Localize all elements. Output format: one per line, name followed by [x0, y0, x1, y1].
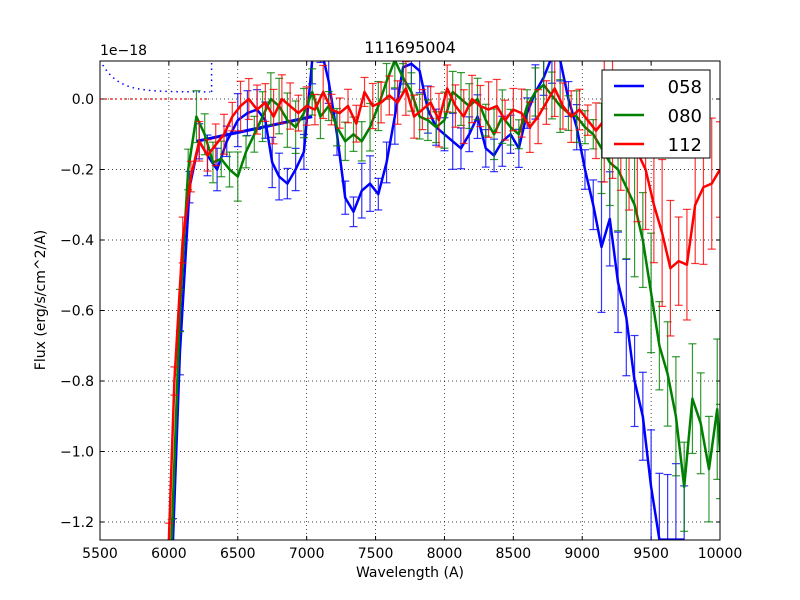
y-offset-label: 1e−18	[100, 43, 147, 59]
model-curve-blue	[100, 61, 211, 93]
x-tick-label: 6500	[220, 546, 256, 562]
y-tick-label: −0.4	[60, 233, 94, 249]
series-080	[167, 61, 720, 540]
y-tick-label: 0.0	[72, 92, 94, 108]
legend: 058 080 112	[601, 69, 711, 159]
x-tick-labels: 5500 6000 6500 7000 7500 8000 8500 9000 9500 1000…	[82, 546, 742, 562]
y-axis-label: Flux (erg/s/cm^2/A)	[33, 230, 49, 370]
x-tick-label: 7500	[358, 546, 394, 562]
plot-frame	[99, 60, 721, 541]
series-line-080	[170, 61, 720, 540]
y-tick-label: −0.8	[60, 374, 94, 390]
data-series	[100, 61, 720, 540]
legend-label: 058	[668, 77, 702, 98]
legend-label: 112	[668, 135, 702, 156]
x-tick-label: 5500	[82, 546, 118, 562]
y-tick-label: −0.2	[60, 163, 94, 179]
y-tick-label: −0.6	[60, 304, 94, 320]
legend-label: 080	[668, 106, 702, 127]
x-tick-label: 8000	[427, 546, 463, 562]
y-tick-label: −1.2	[60, 515, 94, 531]
series-112	[164, 61, 720, 540]
x-tick-label: 7000	[289, 546, 325, 562]
x-axis-label: Wavelength (A)	[356, 565, 464, 581]
y-tick-labels: 0.0 −0.2 −0.4 −0.6 −0.8 −1.0 −1.2	[60, 92, 94, 531]
x-tick-label: 9000	[564, 546, 600, 562]
y-tick-label: −1.0	[60, 445, 94, 461]
x-tick-label: 10000	[698, 546, 743, 562]
x-tick-label: 8500	[496, 546, 532, 562]
x-tick-label: 6000	[151, 546, 187, 562]
chart-title: 111695004	[364, 38, 456, 57]
x-tick-label: 9500	[633, 546, 669, 562]
